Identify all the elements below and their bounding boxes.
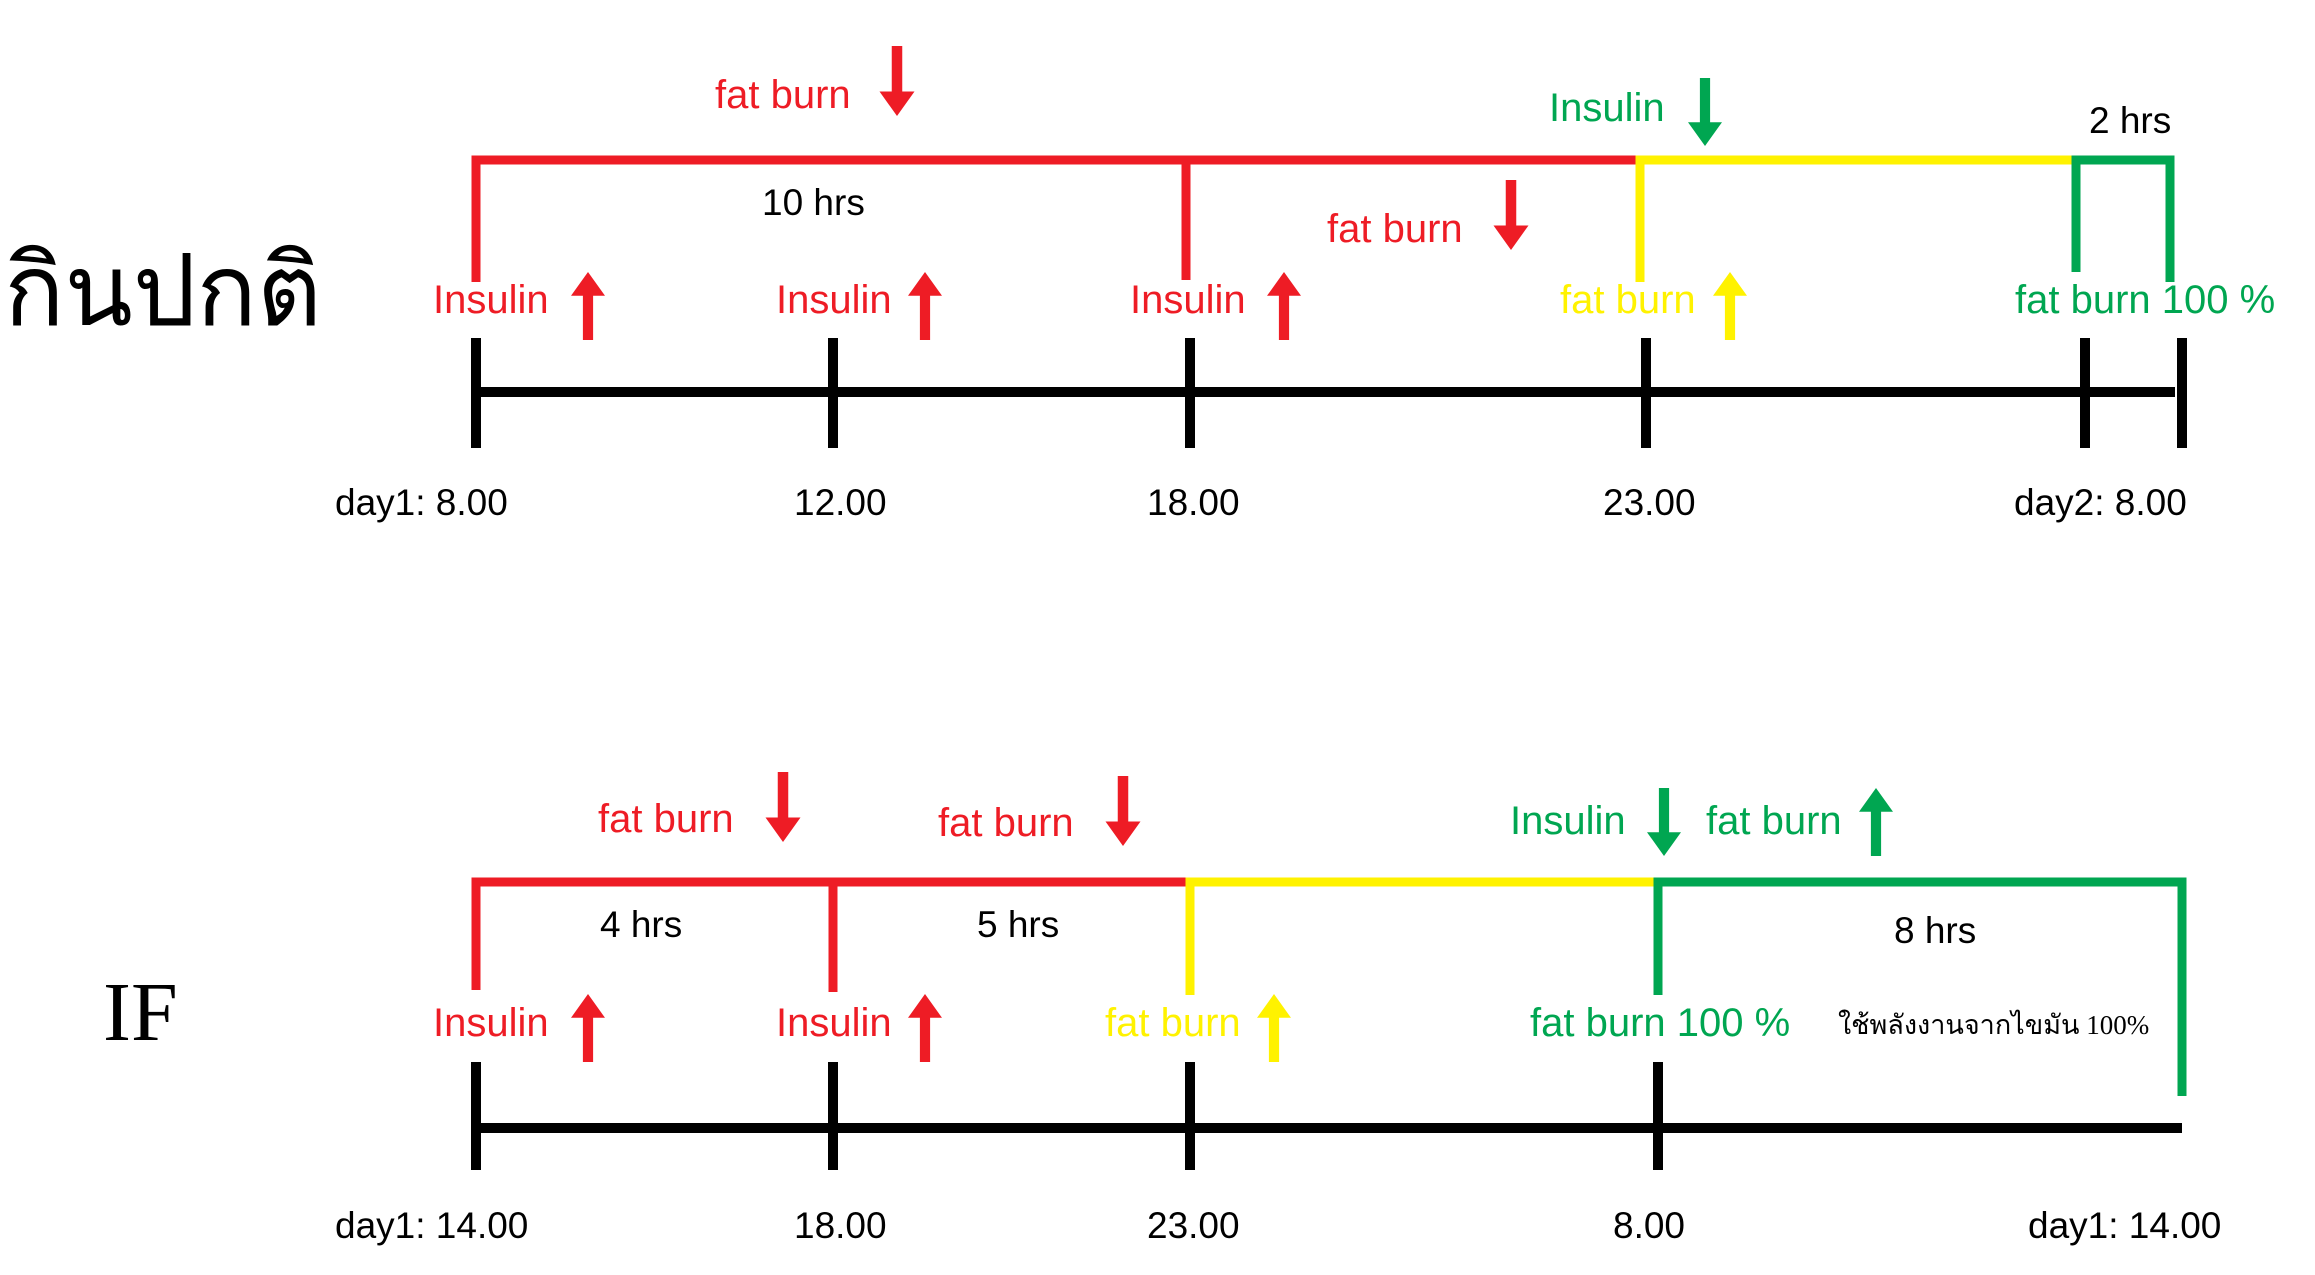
normal-duration-label: 10 hrs xyxy=(762,182,865,223)
normal-eating-title: กินปกติ xyxy=(4,236,322,347)
if-insulin-up-label: Insulin xyxy=(433,1001,549,1045)
arrow-down-icon xyxy=(765,772,801,842)
arrow-up-icon xyxy=(1859,788,1893,856)
arrow-up-icon xyxy=(908,272,942,340)
normal-time-label: day1: 8.00 xyxy=(335,482,508,523)
normal-insulin-up-label: Insulin xyxy=(433,278,549,322)
arrow-down-icon xyxy=(1105,776,1141,846)
if-time-label: day1: 14.00 xyxy=(335,1205,528,1246)
if-duration-label: 5 hrs xyxy=(977,904,1059,945)
if-fat-energy-note: ใช้พลังงานจากไขมัน 100% xyxy=(1838,1009,2149,1040)
normal-fat-burn-down-label: fat burn xyxy=(715,73,851,117)
if-time-axis xyxy=(471,1062,2182,1170)
arrow-up-icon xyxy=(571,272,605,340)
if-red-phase-line xyxy=(471,877,1190,990)
if-fat-burn-down-label: fat burn xyxy=(938,801,1074,845)
normal-red-phase-line xyxy=(471,155,1640,282)
arrow-down-icon xyxy=(1493,180,1529,250)
arrow-down-icon xyxy=(1647,788,1681,856)
if-green-phase-line xyxy=(1653,877,2187,1096)
if-duration-label: 4 hrs xyxy=(600,904,682,945)
normal-fat-burn-down-label: fat burn xyxy=(1327,207,1463,251)
if-yellow-phase-line xyxy=(1185,877,1658,995)
if-fat-burn-down-label: fat burn xyxy=(598,797,734,841)
if-insulin-up-label: Insulin xyxy=(776,1001,892,1045)
if-section: IF day1: 14.00 18.00 23.00 8.00 day1: 14… xyxy=(103,772,2221,1246)
if-insulin-down-label: Insulin xyxy=(1510,799,1626,843)
normal-insulin-up-label: Insulin xyxy=(1130,278,1246,322)
if-phase-lines xyxy=(471,877,2187,1096)
normal-duration-label: 2 hrs xyxy=(2089,100,2171,141)
if-fat-burn-up-label: fat burn xyxy=(1105,1001,1241,1045)
if-fat-burn-full-label: fat burn 100 % xyxy=(1530,1001,1790,1045)
normal-fat-burn-full-label: fat burn 100 % xyxy=(2015,278,2275,322)
normal-time-label: 23.00 xyxy=(1603,482,1696,523)
normal-eating-section: กินปกติ day1: 8.00 12.00 18.00 23.00 day… xyxy=(4,46,2275,523)
if-time-label: day1: 14.00 xyxy=(2028,1205,2221,1246)
if-title: IF xyxy=(103,966,178,1059)
if-duration-label: 8 hrs xyxy=(1894,910,1976,951)
normal-time-axis xyxy=(471,338,2187,448)
if-time-label: 23.00 xyxy=(1147,1205,1240,1246)
normal-time-label: day2: 8.00 xyxy=(2014,482,2187,523)
normal-fat-burn-up-label: fat burn xyxy=(1560,278,1696,322)
normal-time-label: 12.00 xyxy=(794,482,887,523)
normal-insulin-down-label: Insulin xyxy=(1549,86,1665,130)
arrow-up-icon xyxy=(908,994,942,1062)
if-time-label: 8.00 xyxy=(1613,1205,1685,1246)
arrow-up-icon xyxy=(571,994,605,1062)
if-time-label: 18.00 xyxy=(794,1205,887,1246)
normal-phase-lines xyxy=(471,155,2175,282)
normal-yellow-phase-line xyxy=(1635,155,2076,282)
if-fat-burn-up-green-label: fat burn xyxy=(1706,799,1842,843)
arrow-down-icon xyxy=(1688,78,1722,146)
normal-time-label: 18.00 xyxy=(1147,482,1240,523)
arrow-up-icon xyxy=(1257,994,1291,1062)
arrow-up-icon xyxy=(1267,272,1301,340)
normal-insulin-up-label: Insulin xyxy=(776,278,892,322)
normal-green-phase-line xyxy=(2071,155,2175,282)
arrow-down-icon xyxy=(879,46,915,116)
arrow-up-icon xyxy=(1713,272,1747,340)
